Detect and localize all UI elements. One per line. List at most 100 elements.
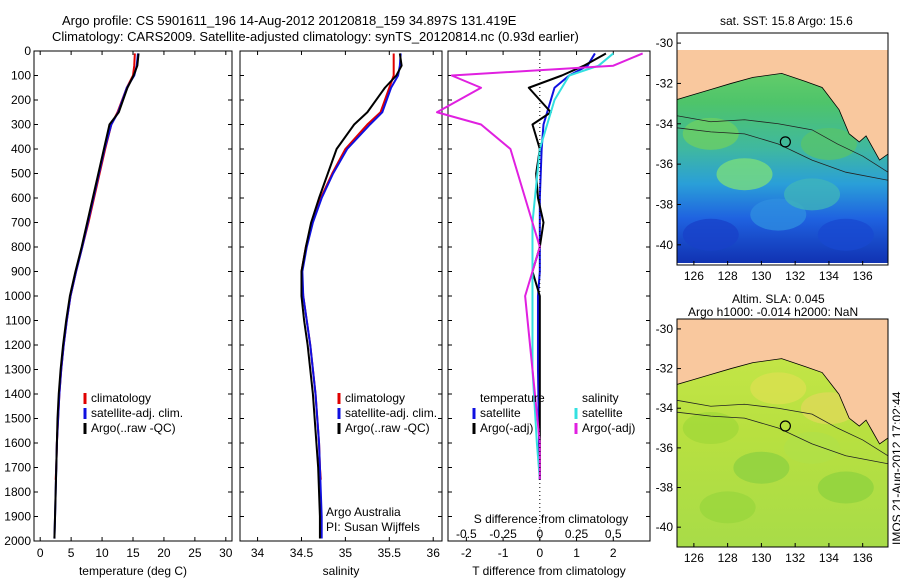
depth-tick-label: 700: [11, 216, 31, 230]
sla-map-title: Altim. SLA: 0.045: [732, 292, 825, 306]
header-line2: Climatology: CARS2009. Satellite-adjuste…: [52, 29, 579, 44]
depth-tick-label: 100: [11, 69, 31, 83]
depth-tick-label: 2000: [4, 534, 31, 548]
sla-map-ytick-label: -30: [656, 322, 674, 336]
depth-tick-label: 300: [11, 118, 31, 132]
sla-map-xtick-label: 126: [684, 551, 704, 565]
sst-map-anomaly-blob: [682, 117, 739, 150]
sst-map-ytick-label: -38: [656, 197, 674, 211]
sla-map-depth-contour: [677, 411, 888, 465]
sal-legend-label: satellite-adj. clim.: [345, 406, 437, 420]
series-argo-raw-qc-: [300, 53, 403, 539]
sla-map-ytick-label: -34: [656, 401, 674, 415]
salinity-profile-xtick-label: 35.5: [378, 546, 402, 560]
temperature-profile-xtick-label: 20: [157, 546, 171, 560]
temperature-profile-xtick-label: 0: [37, 546, 44, 560]
sst-map-field: [677, 50, 888, 263]
sla-map-depth-contour: [677, 399, 888, 457]
salinity-profile-xlabel: salinity: [323, 564, 360, 578]
sdiff-tick-label: 0.5: [605, 527, 622, 541]
depth-tick-label: 1700: [4, 461, 31, 475]
difference-profile-xlabel: T difference from climatology: [472, 564, 626, 578]
sst-map-xtick-label: 126: [684, 269, 704, 283]
sst-map-xtick-label: 128: [718, 269, 738, 283]
depth-tick-label: 1100: [5, 314, 31, 328]
sdiff-tick-label: -0.25: [489, 527, 517, 541]
sdiff-tick-label: -0.5: [456, 527, 477, 541]
sst-map-xtick-label: 136: [853, 269, 873, 283]
sst-map-ytick-label: -30: [656, 36, 674, 50]
depth-tick-label: 900: [11, 265, 31, 279]
sst-map-depth-contour: [677, 127, 888, 181]
sla-map-xtick-label: 128: [718, 551, 738, 565]
temperature-profile-xtick-label: 10: [95, 546, 109, 560]
sla-map-anomaly-blob: [733, 451, 790, 484]
salinity-profile-xtick-label: 35: [339, 546, 353, 560]
salinity-profile: 34 34.5 35 35.5 36 salinity: [239, 50, 443, 578]
sst-map-anomaly-blob: [800, 127, 857, 160]
sst-map-xtick-label: 134: [819, 269, 839, 283]
sla-map-xtick-label: 130: [751, 551, 771, 565]
sla-map-anomaly-blob: [784, 431, 841, 464]
sst-map-frame: [676, 32, 889, 266]
difference-profile-frame: [447, 50, 651, 542]
sal-diff-legend-title: salinity: [582, 391, 619, 405]
header-line1: Argo profile: CS 5901611_196 14-Aug-2012…: [62, 13, 517, 28]
sdiff-tick-label: 0.25: [565, 527, 589, 541]
temperature-profile-xtick-label: 30: [219, 546, 233, 560]
sla-map-anomaly-blob: [750, 372, 807, 405]
sdiff-tick-label: 0: [536, 527, 543, 541]
temperature-profile-xlabel: temperature (deg C): [79, 564, 187, 578]
depth-tick-label: 800: [11, 240, 31, 254]
sst-map-xtick-label: 132: [785, 269, 805, 283]
sla-map-xtick-label: 132: [785, 551, 805, 565]
sst-map-ytick-label: -40: [656, 238, 674, 252]
difference-profile-xtick-label: 1: [573, 546, 580, 560]
pi-label: PI: Susan Wijffels: [326, 520, 420, 534]
depth-tick-label: 1900: [4, 510, 31, 524]
depth-tick-label: 400: [11, 142, 31, 156]
sst-map-depth-contour: [677, 115, 888, 173]
depth-tick-label: 0: [24, 44, 31, 58]
depth-tick-label: 200: [11, 93, 31, 107]
difference-profile: -2 -1 0 1 2 T difference from climatology: [435, 50, 651, 578]
sst-map-xtick-label: 130: [751, 269, 771, 283]
sst-map-anomaly-blob: [817, 218, 874, 251]
sal-diff-legend-label: Argo(-adj): [582, 421, 635, 435]
sla-map-ytick-label: -40: [656, 520, 674, 534]
difference-profile-xtick-label: -2: [461, 546, 472, 560]
difference-profile-xtick-label: 2: [610, 546, 617, 560]
salinity-profile-frame: [239, 50, 443, 542]
side-stamp: IMOS 21-Aug-2012 17:02:44: [890, 391, 900, 545]
sst-map-ytick-label: -36: [656, 157, 674, 171]
sla-map-xtick-label: 136: [853, 551, 873, 565]
salinity-profile-xtick-label: 34: [251, 546, 265, 560]
temp-legend-label: satellite-adj. clim.: [91, 406, 183, 420]
sst-map-anomaly-blob: [682, 218, 739, 251]
sla-map-anomaly-blob: [817, 471, 874, 504]
depth-tick-label: 1300: [4, 363, 31, 377]
temperature-profile-xtick-label: 15: [126, 546, 140, 560]
sst-map-anomaly-blob: [784, 178, 841, 211]
sla-map-frame: [676, 318, 889, 548]
sst-map-ytick-label: -34: [656, 117, 674, 131]
sla-map-anomaly-blob: [682, 412, 739, 445]
difference-profile-xtick-label: -1: [498, 546, 509, 560]
temperature-profile-xtick-label: 25: [188, 546, 202, 560]
sdiff-axis-label: S difference from climatology: [474, 512, 629, 526]
salinity-profile-xtick-label: 34.5: [290, 546, 314, 560]
sla-map-ytick-label: -38: [656, 481, 674, 495]
sla-map: 126 128 130 132 134 136 -30 -32 -34 -36 -38 -40: [656, 318, 889, 565]
sla-map-xtick-label: 134: [819, 551, 839, 565]
depth-tick-label: 1800: [4, 485, 31, 499]
sla-map-land: [677, 319, 888, 445]
depth-tick-label: 500: [11, 167, 31, 181]
series-salinity-satellite: [531, 52, 614, 480]
depth-tick-label: 1500: [4, 412, 31, 426]
difference-profile-xtick-label: 0: [536, 546, 543, 560]
temperature-profile-frame: [33, 50, 233, 542]
sst-map-land: [677, 50, 888, 161]
sst-map-anomaly-blob: [716, 158, 773, 191]
temp-legend-label: Argo(..raw -QC): [91, 421, 176, 435]
